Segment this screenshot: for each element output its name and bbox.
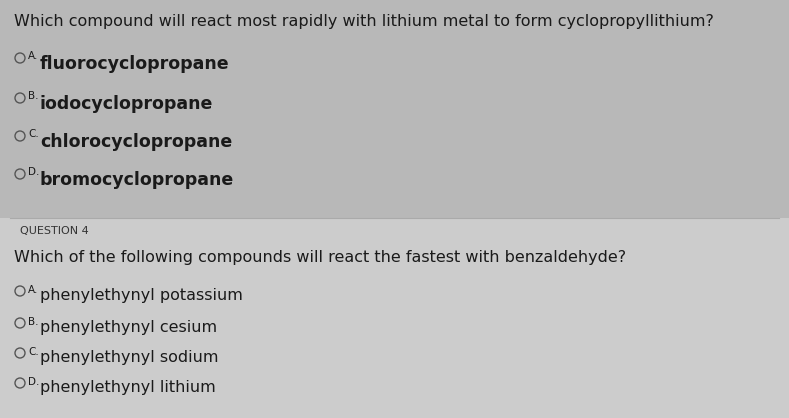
Text: B.: B.	[28, 317, 39, 327]
Text: fluorocyclopropane: fluorocyclopropane	[40, 55, 230, 73]
Text: B.: B.	[28, 91, 39, 101]
Text: phenylethynyl cesium: phenylethynyl cesium	[40, 320, 217, 335]
Text: phenylethynyl sodium: phenylethynyl sodium	[40, 350, 219, 365]
Text: chlorocyclopropane: chlorocyclopropane	[40, 133, 232, 151]
Text: A.: A.	[28, 285, 39, 295]
Text: Which of the following compounds will react the fastest with benzaldehyde?: Which of the following compounds will re…	[14, 250, 626, 265]
Text: iodocyclopropane: iodocyclopropane	[40, 95, 213, 113]
Text: D.: D.	[28, 377, 39, 387]
Text: phenylethynyl potassium: phenylethynyl potassium	[40, 288, 243, 303]
Text: D.: D.	[28, 167, 39, 177]
Bar	[0, 218, 789, 418]
Text: QUESTION 4: QUESTION 4	[20, 226, 88, 236]
Text: C.: C.	[28, 129, 39, 139]
Text: bromocyclopropane: bromocyclopropane	[40, 171, 234, 189]
Text: A.: A.	[28, 51, 39, 61]
Text: Which compound will react most rapidly with lithium metal to form cyclopropyllit: Which compound will react most rapidly w…	[14, 14, 714, 29]
Text: phenylethynyl lithium: phenylethynyl lithium	[40, 380, 215, 395]
Text: C.: C.	[28, 347, 39, 357]
